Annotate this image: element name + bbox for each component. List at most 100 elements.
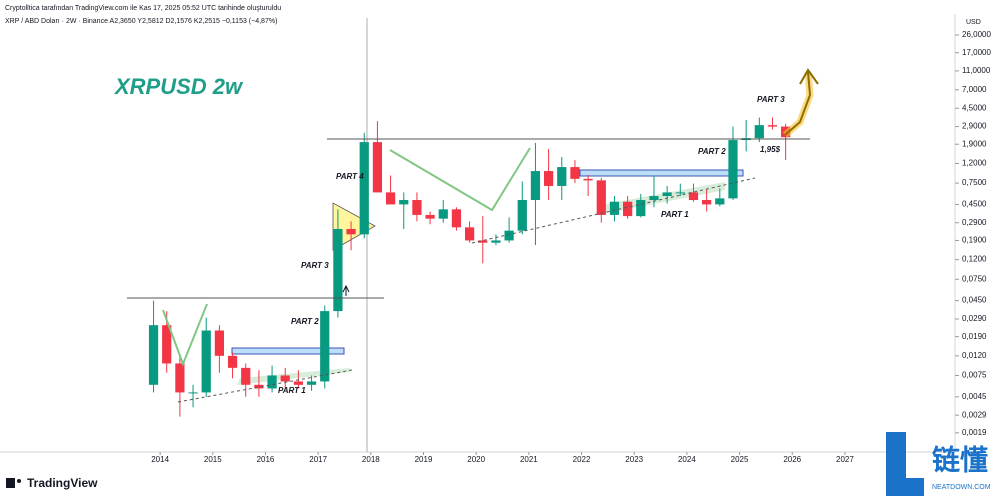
candle-body <box>346 228 356 235</box>
y-tick-label: 0,0750 <box>962 274 987 283</box>
candle-body <box>478 240 488 243</box>
candle-body <box>320 311 330 382</box>
y-tick-label: 0,0029 <box>962 410 987 419</box>
candle-body <box>544 171 554 186</box>
x-tick-label: 2020 <box>467 455 485 464</box>
x-tick-label: 2016 <box>257 455 275 464</box>
axis-unit: USD <box>966 19 981 26</box>
candle-body <box>675 192 685 194</box>
swing-arrow <box>162 303 208 367</box>
candle-body <box>293 381 304 385</box>
x-tick-label: 2026 <box>783 455 801 464</box>
candle-body <box>359 142 369 235</box>
candle-body <box>754 125 764 139</box>
y-tick-label: 4,5000 <box>962 103 987 112</box>
x-tick-label: 2025 <box>731 455 749 464</box>
range-box <box>231 347 345 355</box>
candle-body <box>372 142 383 193</box>
candle-body <box>306 381 317 385</box>
candle-body <box>570 167 580 179</box>
candle-body <box>280 375 290 382</box>
x-tick-label: 2017 <box>309 455 327 464</box>
annotation: PART 1 <box>278 386 306 395</box>
candle-body <box>767 125 778 127</box>
candle-body <box>530 171 541 201</box>
candle-body <box>636 200 646 217</box>
y-tick-label: 0,0019 <box>962 428 987 437</box>
candle-body <box>464 227 475 241</box>
y-tick-label: 1,9000 <box>962 139 987 148</box>
x-tick-label: 2018 <box>362 455 380 464</box>
projection-arrowhead <box>799 68 819 85</box>
candle-body <box>702 200 712 205</box>
candle-body <box>451 209 462 228</box>
y-tick-label: 0,1200 <box>962 255 987 264</box>
candle-body <box>504 230 514 241</box>
y-tick-label: 0,0045 <box>962 392 987 401</box>
y-tick-label: 0,2900 <box>962 218 987 227</box>
candle-body <box>412 200 422 215</box>
x-tick-label: 2023 <box>625 455 643 464</box>
y-tick-label: 0,0075 <box>962 371 987 380</box>
y-tick-label: 0,0290 <box>962 314 987 323</box>
swing-arrow <box>389 147 531 212</box>
annotation: PART 1 <box>661 210 689 219</box>
x-tick-label: 2021 <box>520 455 538 464</box>
annotation: PART 2 <box>291 317 319 326</box>
candle-body <box>254 384 264 389</box>
trend-line <box>471 177 756 244</box>
y-tick-label: 0,0120 <box>962 351 987 360</box>
watermark-site: NEATDOWN.COM <box>932 484 991 491</box>
candle-body <box>162 325 172 364</box>
projection-arrow <box>784 71 812 136</box>
symbol-info: XRP / ABD Doları · 2W · Binance A2,3650 … <box>5 18 277 25</box>
candle-body <box>214 330 225 356</box>
logo-mark <box>6 478 15 488</box>
y-tick-label: 0,1900 <box>962 236 987 245</box>
annotation: 1,95$ <box>760 145 781 154</box>
annotation: PART 2 <box>698 147 726 156</box>
y-tick-label: 7,0000 <box>962 85 987 94</box>
candle-body <box>557 167 567 186</box>
drawings-front <box>127 68 819 403</box>
chart-title: XRPUSD 2w <box>113 74 244 99</box>
up-arrow <box>342 284 350 296</box>
header: Cryptolltica tarafından TradingView.com … <box>5 5 281 12</box>
y-tick-label: 2,9000 <box>962 122 987 131</box>
candle-body <box>609 201 620 215</box>
watermark-chars: 链懂 <box>932 444 988 475</box>
watermark-logo <box>886 432 924 496</box>
candle-body <box>385 192 396 205</box>
candle-body <box>267 375 277 389</box>
annotations: PART 4 PART 3 PART 2 PART 1 PART 1 PART 2 PART… <box>278 95 785 395</box>
x-tick-label: 2027 <box>836 455 854 464</box>
x-tick-label: 2022 <box>573 455 591 464</box>
candle-body <box>583 178 593 181</box>
y-tick-label: 0,4500 <box>962 200 987 209</box>
y-tick-label: 1,2000 <box>962 159 987 168</box>
candle-body <box>188 392 198 394</box>
range-box <box>579 169 744 177</box>
x-tick-label: 2015 <box>204 455 222 464</box>
y-tick-label: 11,0000 <box>962 66 991 75</box>
candle-body <box>649 196 659 201</box>
logo-mark <box>17 479 21 483</box>
y-tick-label: 26,0000 <box>962 30 991 39</box>
candle-body <box>425 214 435 219</box>
candle-body <box>491 240 501 243</box>
candle-body <box>596 180 606 215</box>
candle-body <box>517 200 527 231</box>
candle-body <box>241 367 251 385</box>
candle-body <box>148 325 159 385</box>
y-tick-label: 0,7500 <box>962 178 987 187</box>
candle-body <box>399 200 409 205</box>
candle-body <box>201 330 211 393</box>
logo: TradingView <box>6 476 98 490</box>
candle-body <box>623 201 633 217</box>
candle-body <box>662 192 672 197</box>
x-tick-label: 2014 <box>151 455 169 464</box>
candle-body <box>688 192 699 201</box>
